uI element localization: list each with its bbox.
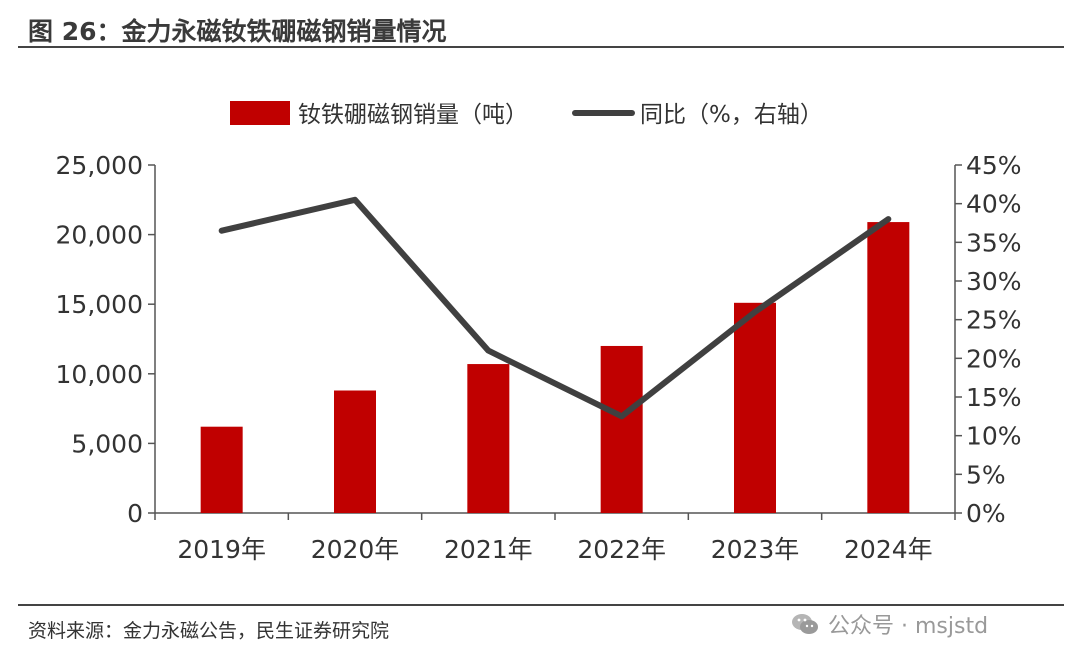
watermark: 公众号 · msjstd (790, 608, 988, 640)
left-tick-label: 25,000 (56, 151, 143, 180)
right-tick-label: 10% (966, 422, 1022, 451)
legend-label-bars: 钕铁硼磁钢销量（吨） (298, 102, 528, 128)
chart: 钕铁硼磁钢销量（吨） 同比（%，右轴） 0 5,000 10,000 15,000 20,0… (56, 101, 1022, 564)
left-tick-label: 10,000 (56, 360, 143, 389)
right-tick-label: 40% (966, 190, 1022, 219)
bar-2020年 (334, 390, 376, 513)
source-note: 资料来源：金力永磁公告，民生证券研究院 (28, 620, 390, 642)
right-tick-label: 0% (966, 499, 1006, 528)
x-tick-label: 2024年 (844, 535, 933, 564)
x-tick-label: 2019年 (177, 535, 266, 564)
legend-label-line: 同比（%，右轴） (640, 102, 823, 128)
bar-2022年 (600, 345, 643, 513)
right-tick-label: 5% (966, 460, 1006, 489)
legend-swatch-bars (230, 101, 290, 125)
right-tick-label: 20% (966, 344, 1022, 373)
x-tick-label: 2022年 (577, 535, 666, 564)
watermark-text: 公众号 · msjstd (828, 614, 989, 639)
right-tick-label: 35% (966, 228, 1022, 257)
bar-2024年 (867, 222, 910, 513)
bar-2023年 (734, 302, 776, 513)
yoy-line (218, 196, 892, 420)
x-tick-label: 2023年 (711, 535, 800, 564)
left-tick-label: 15,000 (56, 290, 143, 319)
left-tick-label: 0 (127, 499, 143, 528)
title-divider (18, 46, 1064, 48)
wechat-icon (792, 614, 818, 634)
right-tick-label: 45% (966, 151, 1022, 180)
right-tick-label: 25% (966, 306, 1022, 335)
right-tick-label: 30% (966, 267, 1022, 296)
x-tick-label: 2021年 (444, 535, 533, 564)
right-tick-label: 15% (966, 383, 1022, 412)
figure-title: 图 26：金力永磁钕铁硼磁钢销量情况 (28, 17, 447, 46)
left-tick-label: 5,000 (71, 429, 143, 458)
source-divider (18, 604, 1064, 606)
bar-2019年 (200, 426, 243, 513)
left-tick-label: 20,000 (56, 221, 143, 250)
x-tick-label: 2020年 (311, 535, 400, 564)
bar-2021年 (467, 364, 510, 513)
